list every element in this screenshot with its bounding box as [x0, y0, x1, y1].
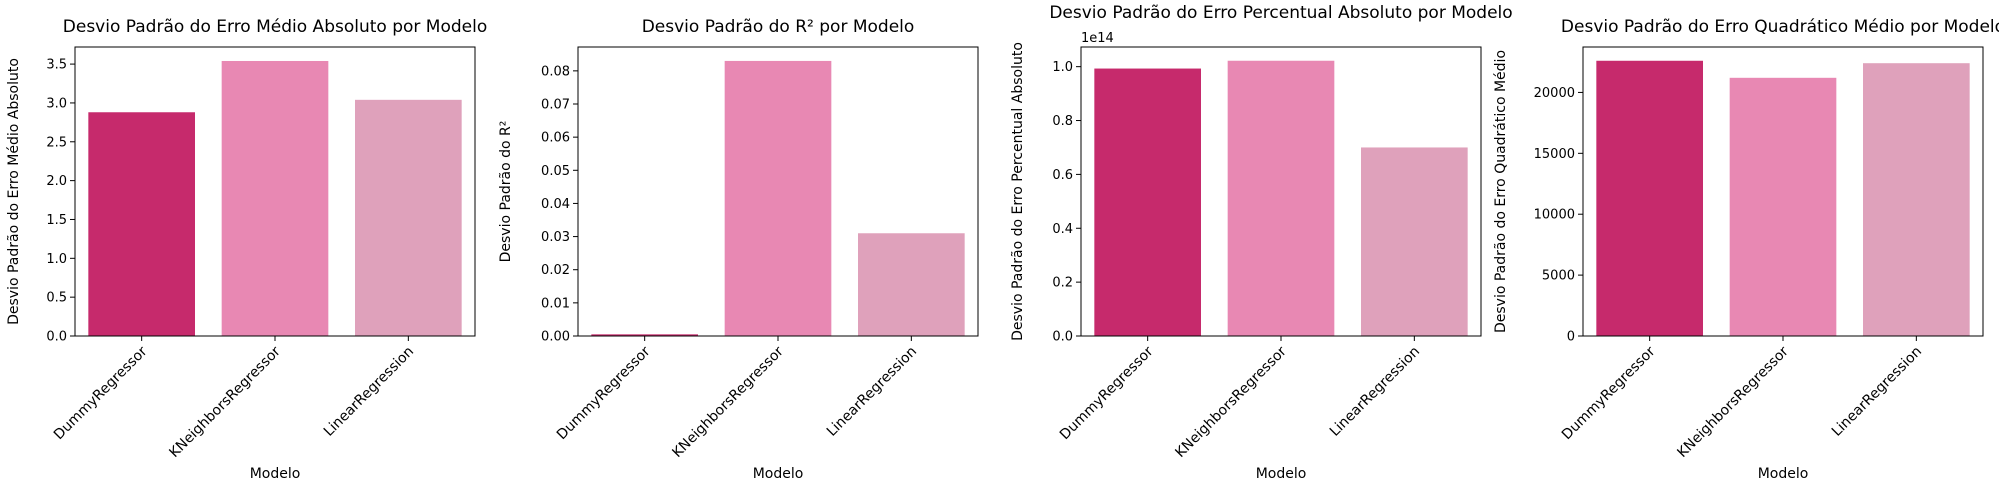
chart-title: Desvio Padrão do Erro Quadrático Médio p…: [1561, 17, 1999, 37]
x-tick-label: LinearRegression: [321, 344, 417, 440]
x-tick-label: KNeighborsRegressor: [1172, 343, 1290, 461]
y-tick-label: 0.05: [541, 164, 570, 179]
x-tick-label: LinearRegression: [824, 344, 920, 440]
bar-linearregression: [355, 99, 462, 336]
y-tick-label: 0.2: [1052, 276, 1073, 291]
y-tick-label: 3.0: [46, 96, 67, 111]
y-tick-label: 0.0: [1052, 330, 1073, 345]
y-tick-label: 0.8: [1052, 114, 1073, 129]
y-tick-label: 0.08: [541, 64, 570, 79]
y-tick-label: 20000: [1534, 86, 1575, 101]
bar-kneighborsregressor: [724, 60, 832, 336]
chart-title: Desvio Padrão do R² por Modelo: [642, 17, 915, 37]
x-tick-label: KNeighborsRegressor: [166, 343, 284, 461]
x-tick-label: DummyRegressor: [51, 343, 151, 443]
y-offset-label: 1e14: [1081, 31, 1114, 46]
y-tick-label: 2.0: [46, 174, 67, 189]
x-tick-label: LinearRegression: [1829, 344, 1925, 440]
y-tick-label: 3.5: [46, 58, 67, 73]
y-tick-label: 0.06: [541, 131, 570, 146]
y-tick-label: 15000: [1534, 147, 1575, 162]
x-axis-label: Modelo: [753, 466, 804, 482]
bar-dummyregressor: [88, 112, 195, 337]
y-axis-label: Desvio Padrão do R²: [498, 121, 514, 263]
y-axis-label: Desvio Padrão do Erro Quadrático Médio: [1493, 50, 1509, 333]
bar-linearregression: [858, 233, 965, 336]
x-axis-label: Modelo: [250, 466, 301, 482]
bar-linearregression: [1863, 63, 1970, 337]
y-tick-label: 1.0: [46, 252, 67, 267]
y-tick-label: 5000: [1542, 269, 1575, 284]
y-tick-label: 1.5: [46, 213, 67, 228]
y-axis-label: Desvio Padrão do Erro Médio Absoluto: [6, 58, 22, 325]
x-tick-label: KNeighborsRegressor: [1674, 343, 1792, 461]
x-tick-label: KNeighborsRegressor: [669, 343, 787, 461]
y-tick-label: 0.04: [541, 197, 570, 212]
chart-title: Desvio Padrão do Erro Percentual Absolut…: [1049, 3, 1512, 23]
x-tick-label: DummyRegressor: [1057, 343, 1157, 443]
bar-kneighborsregressor: [1729, 77, 1837, 337]
y-tick-label: 0.6: [1052, 168, 1073, 183]
bar-kneighborsregressor: [1227, 60, 1335, 336]
x-tick-label: DummyRegressor: [1559, 343, 1659, 443]
bar-dummyregressor: [1596, 60, 1703, 337]
y-tick-label: 0.02: [541, 263, 570, 278]
y-tick-label: 1.0: [1052, 60, 1073, 75]
y-tick-label: 2.5: [46, 135, 67, 150]
y-tick-label: 0.01: [541, 296, 570, 311]
bar-kneighborsregressor: [221, 60, 329, 336]
bar-linearregression: [1361, 147, 1468, 336]
y-tick-label: 0.07: [541, 98, 570, 113]
x-tick-label: DummyRegressor: [554, 343, 654, 443]
x-axis-label: Modelo: [1758, 466, 1809, 482]
bar-dummyregressor: [1094, 68, 1201, 337]
y-tick-label: 0.4: [1052, 222, 1073, 237]
chart-title: Desvio Padrão do Erro Médio Absoluto por…: [63, 17, 487, 37]
y-axis-label: Desvio Padrão do Erro Percentual Absolut…: [1010, 42, 1026, 341]
x-axis-label: Modelo: [1256, 466, 1307, 482]
y-tick-label: 0.0: [46, 330, 67, 345]
bar-dummyregressor: [591, 334, 698, 336]
y-tick-label: 0: [1567, 330, 1575, 345]
y-tick-label: 0.03: [541, 230, 570, 245]
y-tick-label: 0.5: [46, 291, 67, 306]
x-tick-label: LinearRegression: [1327, 344, 1423, 440]
y-tick-label: 0.00: [541, 330, 570, 345]
y-tick-label: 10000: [1534, 208, 1575, 223]
